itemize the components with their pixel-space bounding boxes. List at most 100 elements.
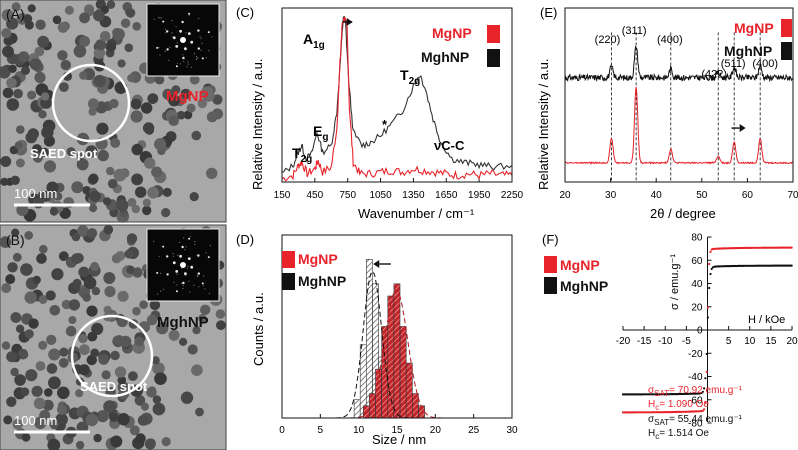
tem-particle — [103, 272, 116, 284]
tem-particle — [48, 376, 61, 390]
tem-particle — [6, 396, 17, 407]
tem-particle — [117, 413, 130, 426]
fft-noise — [164, 32, 166, 34]
tem-particle — [40, 92, 50, 101]
tem-particle — [187, 344, 198, 355]
fft-spot — [201, 57, 204, 60]
tem-particle — [93, 47, 106, 59]
fft-noise — [159, 17, 161, 19]
legend-swatch-mgnp-c — [487, 25, 500, 43]
tem-particle — [78, 333, 88, 344]
shift-arrowhead-d — [373, 260, 380, 268]
fft-spot — [162, 245, 165, 248]
y-axis-label-e: Relative Intensity / a.u. — [536, 58, 551, 190]
data-point-mghnp-f — [701, 390, 705, 393]
fft-noise — [200, 37, 202, 39]
tem-particle — [134, 336, 145, 347]
tem-particle — [16, 204, 29, 216]
panel-e-xrd: (E) 20 30 40 50 60 70(220)(311)(400)(422)(511… — [536, 5, 798, 221]
data-point-mgnp-f — [790, 246, 793, 249]
tem-particle — [132, 267, 143, 278]
tem-particle — [131, 143, 143, 156]
tem-particles-a — [0, 0, 223, 223]
tem-particle — [95, 39, 107, 51]
fft-noise — [165, 28, 167, 31]
peak-annotation-base: νC-C — [434, 138, 465, 153]
fft-noise — [195, 58, 198, 60]
hkl-label: (400) — [752, 58, 778, 70]
fft-spot — [197, 47, 200, 50]
tem-particle — [112, 28, 125, 41]
peak-annotation-base: * — [382, 117, 388, 132]
y-tick-label-f: -40 — [688, 372, 703, 383]
tem-particle — [212, 94, 223, 105]
series-line-mghnp-e — [564, 45, 793, 83]
fft-noise — [173, 281, 175, 283]
scale-bar-label-a: 100 nm — [14, 186, 57, 201]
fft-noise — [209, 245, 211, 247]
x-axis-label-f: H / kOe — [748, 314, 785, 326]
tem-particle — [124, 43, 134, 53]
fft-noise — [183, 60, 185, 62]
size-histogram: 0 5 10 15 20 25 30 — [279, 259, 518, 436]
tem-particle — [117, 375, 127, 385]
tem-particle — [90, 348, 100, 358]
tem-particle — [91, 286, 101, 296]
plot-frame-d — [281, 234, 513, 419]
raman-chart: 150 450 750 1050 1350 1650 1950 2250T2gEgA1gT2g… — [274, 15, 524, 201]
tem-particle — [93, 74, 106, 88]
magnetic-param-text: SAT — [654, 389, 669, 398]
fft-spot — [166, 30, 169, 33]
fft-noise — [208, 50, 210, 52]
fft-diffraction-pattern-icon — [153, 12, 213, 68]
fft-noise — [158, 255, 160, 257]
tem-particle — [154, 138, 167, 151]
fft-spot — [197, 254, 200, 257]
tem-particle — [180, 88, 192, 100]
fft-spot — [184, 47, 187, 51]
fft-spot — [188, 237, 191, 240]
tem-particle — [21, 432, 31, 442]
tem-particle — [162, 187, 172, 197]
y-tick-label-f: 80 — [691, 233, 703, 244]
tem-particle — [6, 98, 20, 111]
x-tick-label-c: 1050 — [369, 190, 392, 201]
magnetic-param-hc-mgnp: Hc= 1.090 Oe — [648, 399, 709, 412]
tem-particle — [152, 362, 165, 375]
tem-particle — [61, 299, 72, 310]
panel-f-magnetization: (F) -20 -15 -10 -5 5 10 15 20 -80 -60 -40 -20 0 20 40 6… — [542, 232, 798, 441]
tem-particle — [126, 233, 138, 244]
fft-noise — [168, 59, 170, 62]
tem-particle — [10, 367, 19, 377]
tem-particle — [197, 98, 208, 109]
fft-spot — [166, 273, 169, 276]
fft-noise — [172, 253, 174, 255]
x-tick-label-c: 450 — [307, 190, 324, 201]
scale-bar-label-b: 100 nm — [14, 413, 57, 428]
tem-particle — [18, 51, 30, 63]
tem-particle — [52, 15, 62, 25]
x-axis-label-c: Wavenumber / cm⁻¹ — [358, 206, 475, 221]
tem-particle — [57, 50, 68, 61]
tem-particle — [132, 306, 141, 316]
series-line-mgnp-e — [564, 86, 793, 165]
tem-particle — [129, 425, 140, 436]
tem-particle — [12, 252, 22, 262]
x-tick-label-f: -15 — [637, 336, 652, 347]
tem-particle — [88, 173, 99, 184]
tem-particle — [24, 329, 34, 339]
histogram-bar-mgnp — [405, 362, 413, 419]
fft-noise — [198, 17, 200, 19]
tem-particle — [93, 9, 105, 22]
tem-particle — [126, 265, 135, 274]
hkl-label: (220) — [595, 34, 621, 46]
tem-particle — [139, 300, 148, 310]
tem-particle — [189, 192, 199, 202]
fft-noise — [164, 50, 166, 52]
fft-spot — [181, 20, 184, 24]
data-point-mghnp-f — [706, 316, 710, 319]
legend-label-mgnp-f: MgNP — [560, 257, 600, 273]
tem-particle — [127, 197, 137, 207]
fft-noise — [177, 62, 179, 64]
legend-swatch-mghnp-e — [781, 42, 792, 60]
